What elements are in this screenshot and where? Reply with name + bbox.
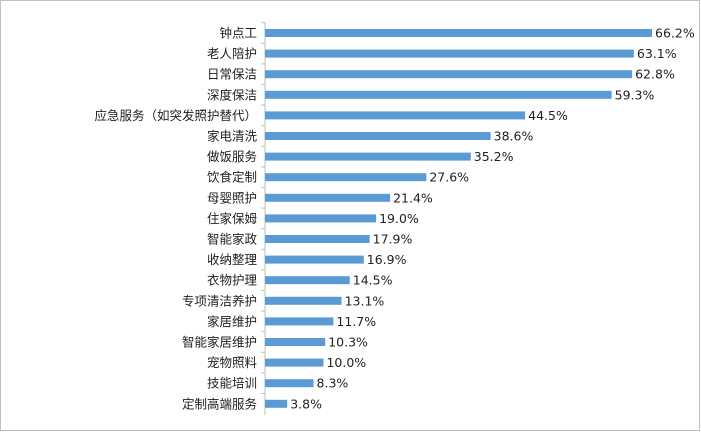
y-tick-label: 技能培训 [207,376,257,391]
y-tick-label: 钟点工 [219,26,257,41]
data-label: 10.0% [326,355,366,370]
y-tick-label: 收纳整理 [207,252,258,267]
y-tick-label: 深度保洁 [207,87,257,102]
data-label: 62.8% [635,67,675,82]
bar [265,29,652,37]
bar [265,296,342,305]
data-label: 63.1% [637,46,677,61]
bar [265,111,526,120]
bar [265,399,288,408]
y-tick-label: 家居维护 [207,314,257,329]
y-tick-label: 定制高端服务 [182,396,257,411]
data-label: 17.9% [373,232,413,247]
y-tick-label: 家电清洗 [207,129,258,144]
bar [265,90,612,99]
bar [265,317,334,326]
data-label: 44.5% [528,108,568,123]
data-label: 59.3% [615,87,655,102]
bar [265,132,491,140]
bar [265,49,634,58]
data-label: 3.8% [290,396,322,411]
data-label: 35.2% [474,149,514,164]
y-tick-label: 住家保姆 [207,211,258,226]
y-tick-label: 日常保洁 [207,67,257,82]
bar [265,152,471,161]
bar [265,214,377,223]
y-tick-label: 专项清洁养护 [182,293,257,308]
bar [265,193,391,202]
data-label: 13.1% [345,293,385,308]
bar [265,70,633,79]
data-label: 11.7% [336,314,376,329]
bar [265,358,324,367]
data-label: 14.5% [353,273,393,288]
y-tick-label: 应急服务（如突发照护替代） [94,108,257,123]
bar [265,338,326,346]
y-tick-label: 智能家政 [207,232,258,247]
y-tick-label: 母婴照护 [207,190,257,205]
data-label: 8.3% [317,376,349,391]
bar [265,276,350,285]
y-tick-label: 宠物照料 [207,355,258,370]
bar [265,173,427,182]
y-tick-label: 做饭服务 [207,149,257,164]
data-label: 66.2% [655,26,695,41]
bar [265,379,314,388]
data-label: 27.6% [429,170,469,185]
y-tick-label: 衣物护理 [207,273,258,288]
data-label: 16.9% [367,252,407,267]
y-tick-label: 饮食定制 [207,170,257,185]
bar [265,255,364,264]
data-label: 38.6% [494,129,534,144]
y-tick-label: 智能家居维护 [182,335,257,350]
data-label: 10.3% [328,335,368,350]
bar [265,235,370,243]
y-tick-label: 老人陪护 [207,46,257,61]
data-label: 21.4% [393,190,433,205]
data-label: 19.0% [379,211,419,226]
